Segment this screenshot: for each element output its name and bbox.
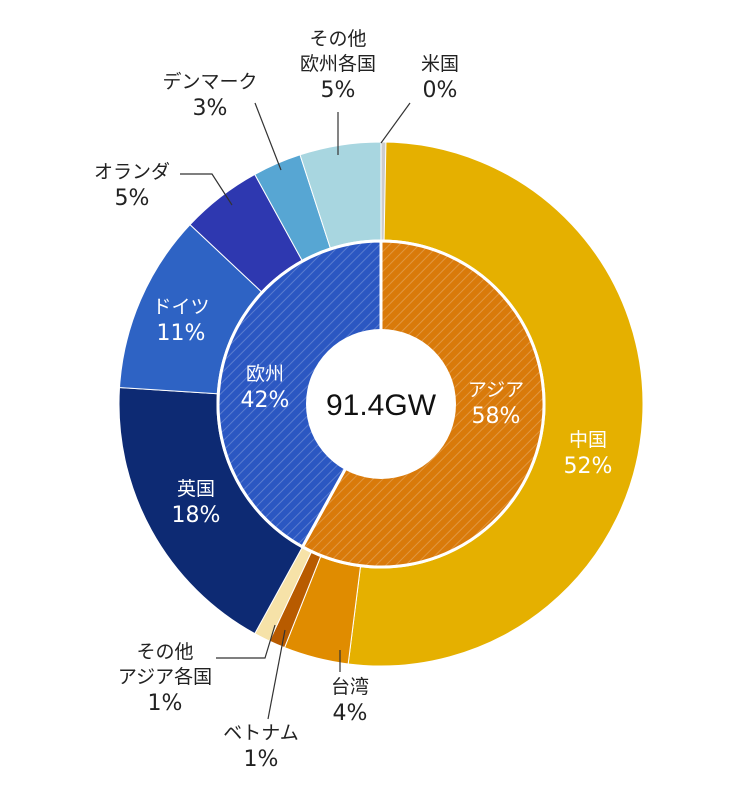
label-taiwan: 台湾 4%: [331, 676, 369, 726]
leader-netherlands: [180, 173, 233, 206]
inner-label-asia-pct: 58%: [472, 404, 521, 429]
leader-other-asia: [216, 624, 276, 659]
inner-label-europe-name-0: 欧州: [246, 363, 284, 385]
label-other-asia-name-1: アジア各国: [118, 666, 212, 688]
leader-usa: [380, 102, 411, 144]
label-vietnam-pct: 1%: [244, 747, 279, 772]
label-germany-pct: 11%: [157, 321, 206, 346]
label-germany-name-0: ドイツ: [152, 296, 209, 318]
inner-label-europe: 欧州 42%: [241, 363, 290, 413]
label-netherlands-pct: 5%: [115, 186, 150, 211]
label-netherlands: オランダ 5%: [94, 161, 170, 211]
label-usa-pct: 0%: [423, 78, 458, 103]
label-usa-name-0: 米国: [421, 53, 459, 75]
label-netherlands-name-0: オランダ: [94, 161, 170, 183]
label-denmark: デンマーク 3%: [162, 71, 257, 121]
center-total-label: 91.4GW: [326, 389, 437, 422]
center-hole: [306, 329, 456, 479]
label-china: 中国 52%: [564, 429, 613, 479]
inner-label-asia-name-0: アジア: [468, 379, 524, 401]
label-china-name-0: 中国: [569, 429, 607, 451]
label-denmark-pct: 3%: [193, 96, 228, 121]
label-other-europe-pct: 5%: [321, 78, 356, 103]
label-uk-pct: 18%: [172, 503, 221, 528]
label-other-europe-name-0: その他: [309, 28, 366, 50]
inner-label-asia: アジア 58%: [468, 379, 524, 429]
label-other-asia-pct: 1%: [148, 691, 183, 716]
label-other-europe-name-1: 欧州各国: [300, 53, 376, 75]
inner-slice-hatch-1: [217, 241, 381, 547]
leader-vietnam: [267, 629, 286, 720]
leader-denmark: [254, 102, 282, 171]
label-other-asia-name-0: その他: [136, 641, 193, 663]
label-denmark-name-0: デンマーク: [162, 71, 257, 93]
label-taiwan-name-0: 台湾: [331, 676, 369, 698]
label-germany: ドイツ 11%: [152, 296, 209, 346]
inner-label-europe-pct: 42%: [241, 388, 290, 413]
label-vietnam: ベトナム 1%: [223, 722, 298, 772]
label-vietnam-name-0: ベトナム: [223, 722, 298, 744]
label-usa: 米国 0%: [421, 53, 459, 103]
label-china-pct: 52%: [564, 454, 613, 479]
label-taiwan-pct: 4%: [333, 701, 368, 726]
label-uk-name-0: 英国: [177, 478, 215, 500]
label-uk: 英国 18%: [172, 478, 221, 528]
